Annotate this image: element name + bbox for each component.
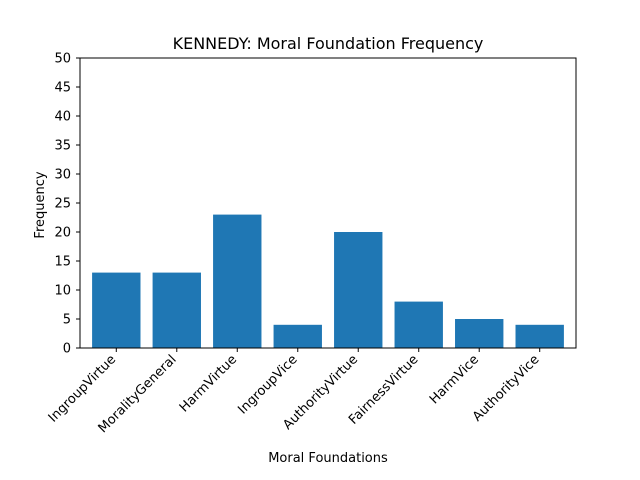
bar-ingroupvice <box>273 324 322 348</box>
bar-harmvice <box>455 319 504 348</box>
x-axis-ticks: IngroupVirtueMoralityGeneralHarmVirtueIn… <box>46 348 543 436</box>
bar-fairnessvirtue <box>394 301 443 348</box>
x-tick-label: HarmVirtue <box>177 352 240 415</box>
x-tick-label: HarmVice <box>427 352 482 407</box>
y-tick-label: 15 <box>54 255 71 270</box>
bar-harmvirtue <box>213 214 262 348</box>
y-tick-label: 50 <box>54 52 71 67</box>
bar-authorityvice <box>515 324 564 348</box>
bar-ingroupvirtue <box>92 272 141 348</box>
bars-group <box>92 214 564 348</box>
y-tick-label: 45 <box>54 81 71 96</box>
x-tick-label: IngroupVice <box>235 352 300 417</box>
y-tick-label: 30 <box>54 168 71 183</box>
y-tick-label: 40 <box>54 110 71 125</box>
y-tick-label: 5 <box>63 313 71 328</box>
y-tick-label: 20 <box>54 226 71 241</box>
plot-frame <box>79 57 577 349</box>
y-axis-label: Frequency <box>33 171 48 238</box>
y-axis-ticks: 0 5 10 15 20 25 30 35 40 45 50 <box>54 52 80 357</box>
y-tick-label: 35 <box>54 139 71 154</box>
chart-title: KENNEDY: Moral Foundation Frequency <box>173 34 484 53</box>
bar-moralitygeneral <box>152 272 201 348</box>
x-axis-label: Moral Foundations <box>268 451 388 466</box>
bar-authorityvirtue <box>334 232 383 348</box>
y-tick-label: 0 <box>63 342 71 357</box>
y-tick-label: 10 <box>54 284 71 299</box>
y-tick-label: 25 <box>54 197 71 212</box>
